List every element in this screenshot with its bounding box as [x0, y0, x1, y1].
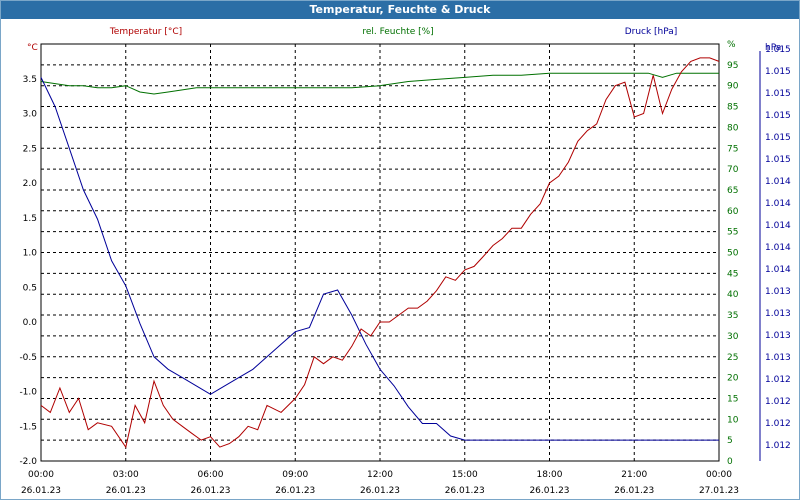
x-tick-time-label: 18:00	[537, 470, 563, 480]
temperature-tick-label: 2.5	[23, 144, 37, 154]
pressure-tick-label: 1.015	[765, 89, 791, 99]
pressure-tick-label: 1.013	[765, 287, 791, 297]
pressure-tick-label: 1.014	[765, 177, 791, 187]
x-tick-time-label: 03:00	[113, 470, 139, 480]
x-tick-time-label: 12:00	[367, 470, 393, 480]
humidity-tick-label: 85	[727, 103, 738, 113]
temperature-series-line	[40, 57, 720, 449]
humidity-tick-label: 25	[727, 353, 738, 363]
x-tick-time-label: 15:00	[452, 470, 478, 480]
pressure-tick-label: 1.015	[765, 133, 791, 143]
temperature-tick-label: -0.5	[19, 353, 37, 363]
humidity-tick-label: 75	[727, 144, 738, 154]
temperature-tick-label: 0.0	[23, 318, 38, 328]
humidity-tick-label: 55	[727, 228, 738, 238]
humidity-tick-label: 50	[727, 249, 739, 259]
humidity-tick-label: 65	[727, 186, 738, 196]
x-tick-date-label: 26.01.23	[106, 486, 146, 496]
pressure-tick-label: 1.014	[765, 199, 791, 209]
legend-pressure: Druck [hPa]	[625, 27, 678, 37]
humidity-tick-label: 30	[727, 332, 739, 342]
temperature-unit-label: °C	[27, 43, 38, 53]
legend-humidity: rel. Feuchte [%]	[362, 27, 433, 37]
pressure-tick-label: 1.012	[765, 419, 791, 429]
x-tick-date-label: 26.01.23	[445, 486, 485, 496]
pressure-tick-label: 1.012	[765, 397, 791, 407]
pressure-tick-label: 1.013	[765, 309, 791, 319]
temperature-tick-label: -1.0	[19, 388, 37, 398]
humidity-tick-label: %	[727, 40, 736, 50]
x-tick-date-label: 26.01.23	[360, 486, 400, 496]
temperature-tick-label: 1.5	[23, 214, 37, 224]
humidity-tick-label: 5	[727, 436, 733, 446]
chart-plot: -2.0 -1.5 -1.0 -0.5 0.0 0.5 1.0 1.5 2.0 2.5 3.0 3.5…	[19, 27, 791, 496]
temperature-tick-label: -2.0	[19, 457, 37, 467]
humidity-tick-label: 60	[727, 207, 739, 217]
pressure-tick-label: 1.015	[765, 45, 791, 55]
humidity-tick-label: 0	[727, 457, 733, 467]
pressure-tick-label: 1.015	[765, 111, 791, 121]
humidity-tick-label: 45	[727, 269, 738, 279]
humidity-tick-label: 95	[727, 61, 738, 71]
temperature-tick-label: -1.5	[19, 422, 37, 432]
x-tick-date-label: 26.01.23	[614, 486, 654, 496]
temperature-tick-label: 0.5	[23, 283, 37, 293]
temperature-tick-label: 1.0	[23, 249, 38, 259]
pressure-tick-label: 1.014	[765, 221, 791, 231]
x-tick-date-label: 26.01.23	[529, 486, 569, 496]
pressure-tick-label: 1.012	[765, 375, 791, 385]
x-tick-time-label: 00:00	[28, 470, 54, 480]
pressure-tick-label: 1.013	[765, 331, 791, 341]
pressure-tick-label: 1.013	[765, 353, 791, 363]
pressure-tick-label: 1.015	[765, 67, 791, 77]
temperature-tick-label: 3.0	[23, 110, 38, 120]
x-tick-time-label: 21:00	[621, 470, 647, 480]
pressure-tick-label: 1.015	[765, 155, 791, 165]
temperature-tick-label: 3.5	[23, 75, 37, 85]
humidity-tick-label: 70	[727, 165, 739, 175]
x-tick-time-label: 00:00	[706, 470, 732, 480]
humidity-tick-label: 80	[727, 123, 739, 133]
pressure-tick-label: 1.012	[765, 441, 791, 451]
humidity-tick-label: 40	[727, 290, 739, 300]
humidity-tick-label: 35	[727, 311, 738, 321]
humidity-tick-label: 15	[727, 394, 738, 404]
x-tick-date-label: 27.01.23	[699, 486, 739, 496]
humidity-tick-label: 90	[727, 82, 739, 92]
pressure-tick-label: 1.014	[765, 243, 791, 253]
x-tick-date-label: 26.01.23	[190, 486, 230, 496]
pressure-tick-label: 1.014	[765, 265, 791, 275]
x-tick-time-label: 06:00	[198, 470, 224, 480]
legend-temperature: Temperatur [°C]	[109, 27, 182, 37]
humidity-tick-label: 10	[727, 415, 739, 425]
pressure-series-line	[40, 77, 719, 441]
pressure-unit-label: hPa	[765, 43, 781, 53]
temperature-tick-label: 2.0	[23, 179, 38, 189]
window-title: Temperatur, Feuchte & Druck	[1, 1, 799, 19]
x-tick-time-label: 09:00	[282, 470, 308, 480]
x-tick-date-label: 26.01.23	[21, 486, 61, 496]
humidity-tick-label: 20	[727, 374, 739, 384]
x-tick-date-label: 26.01.23	[275, 486, 315, 496]
humidity-series-line	[40, 72, 719, 95]
